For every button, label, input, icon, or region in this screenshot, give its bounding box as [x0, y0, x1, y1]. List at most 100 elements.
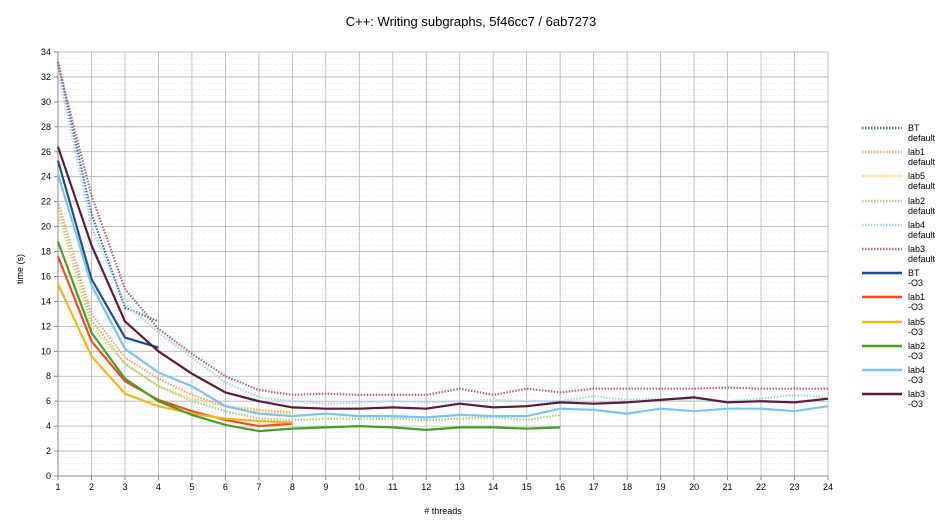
minor-gridlines: [58, 57, 828, 471]
legend-swatch: [862, 296, 902, 299]
legend-label-variant: default: [908, 157, 936, 168]
legend-label-name: lab3: [908, 389, 926, 400]
series-lines: [56, 61, 829, 433]
y-tick-label: 18: [41, 247, 51, 257]
series-line-lab5-o3: [57, 283, 293, 424]
chart-title: C++: Writing subgraphs, 5f46cc7 / 6ab727…: [346, 14, 597, 29]
y-axis-label: time (s): [15, 254, 25, 284]
y-tick-label: 14: [41, 296, 51, 306]
x-tick-label: 11: [388, 482, 397, 492]
legend-label: lab4 default: [908, 220, 935, 240]
legend-label-name: lab4: [908, 364, 926, 375]
legend-label: lab1 -O3: [908, 292, 925, 312]
x-tick-label: 6: [223, 482, 228, 492]
y-tick-label: 30: [41, 97, 51, 107]
legend-item: lab1 -O3: [862, 292, 940, 316]
x-tick-label: 1: [55, 482, 60, 492]
legend-label-name: lab2: [908, 195, 926, 206]
series-line-bt-default: [56, 61, 159, 323]
x-tick-label: 16: [555, 482, 565, 492]
x-tick-label: 12: [421, 482, 431, 492]
legend-swatch: [862, 247, 902, 251]
legend-swatch: [862, 271, 902, 275]
legend-label-variant: -O3: [908, 326, 924, 337]
legend-item: lab2 default: [862, 196, 940, 220]
legend-item: BT default: [862, 123, 940, 147]
y-tick-label: 34: [41, 47, 51, 57]
x-tick-label: 9: [323, 482, 328, 492]
y-tick-label: 8: [46, 371, 51, 381]
y-tick-label: 0: [46, 471, 51, 481]
series-line-lab3-o3: [56, 146, 829, 410]
y-tick-label: 32: [41, 72, 51, 82]
legend-swatch: [862, 368, 902, 372]
legend-label-name: lab1: [908, 147, 926, 158]
x-tick-labels: 1 2 3 4 5 6 7 8 9 10 11 12 13 14 15 16 17 18 19 20 21 22 23 24: [55, 476, 833, 492]
x-tick-label: 8: [290, 482, 295, 492]
y-tick-label: 2: [46, 446, 51, 456]
y-tick-label: 28: [41, 122, 51, 132]
series-line-lab2-default: [56, 207, 561, 421]
x-tick-label: 20: [689, 482, 699, 492]
y-tick-label: 20: [41, 222, 51, 232]
legend-label: lab4 -O3: [908, 365, 925, 385]
legend-label-variant: default: [908, 253, 936, 264]
legend-label: lab5 -O3: [908, 317, 925, 337]
legend-label-variant: -O3: [908, 374, 924, 385]
y-tick-label: 12: [41, 321, 51, 331]
legend-label-name: lab5: [908, 316, 926, 327]
series-line-lab1-default: [56, 201, 293, 414]
chart-legend: BT default lab1 default lab5 default lab2 defau…: [862, 123, 940, 413]
x-tick-label: 23: [790, 482, 800, 492]
legend-swatch: [862, 392, 902, 396]
legend-item: lab3 default: [862, 244, 940, 268]
legend-item: lab5 -O3: [862, 317, 940, 341]
legend-label: BT default: [908, 123, 935, 143]
legend-swatch: [862, 223, 902, 226]
legend-label-variant: default: [908, 229, 936, 240]
legend-label-name: lab3: [908, 243, 926, 254]
legend-label-variant: -O3: [908, 399, 924, 410]
legend-label-name: lab5: [908, 171, 926, 182]
legend-label: BT -O3: [908, 268, 923, 288]
series-line-lab3-default: [56, 64, 828, 396]
legend-item: lab1 default: [862, 147, 940, 171]
legend-label-name: lab4: [908, 219, 926, 230]
y-tick-label: 10: [41, 346, 51, 356]
y-tick-label: 4: [46, 421, 51, 431]
legend-label-variant: -O3: [908, 302, 924, 313]
series-line-lab1-o3: [56, 256, 293, 428]
legend-label-variant: default: [908, 205, 936, 216]
x-tick-label: 5: [189, 482, 194, 492]
legend-item: lab4 default: [862, 220, 940, 244]
x-tick-label: 2: [89, 482, 94, 492]
series-line-lab5-default: [56, 213, 293, 415]
x-tick-label: 3: [122, 482, 127, 492]
axes: [57, 52, 828, 477]
legend-swatch: [862, 344, 902, 347]
x-tick-label: 19: [656, 482, 666, 492]
x-tick-label: 7: [256, 482, 261, 492]
series-line-lab4-o3: [56, 173, 829, 419]
x-tick-label: 18: [622, 482, 632, 492]
legend-swatch: [862, 126, 902, 130]
series-line-bt-o3: [56, 160, 159, 349]
x-tick-label: 17: [589, 482, 599, 492]
x-tick-label: 15: [522, 482, 532, 492]
x-tick-label: 22: [756, 482, 766, 492]
x-tick-label: 21: [723, 482, 733, 492]
series-line-lab2-o3: [56, 241, 561, 433]
legend-swatch: [862, 150, 902, 154]
legend-label-name: lab2: [908, 340, 926, 351]
x-tick-label: 4: [156, 482, 161, 492]
series-line-lab4-default: [56, 70, 829, 405]
legend-label: lab2 default: [908, 196, 935, 216]
legend-label: lab1 default: [908, 147, 935, 167]
legend-item: lab3 -O3: [862, 389, 940, 413]
y-tick-label: 24: [41, 172, 51, 182]
x-axis-label: # threads: [424, 506, 462, 516]
legend-item: BT -O3: [862, 268, 940, 292]
legend-label: lab2 -O3: [908, 341, 925, 361]
